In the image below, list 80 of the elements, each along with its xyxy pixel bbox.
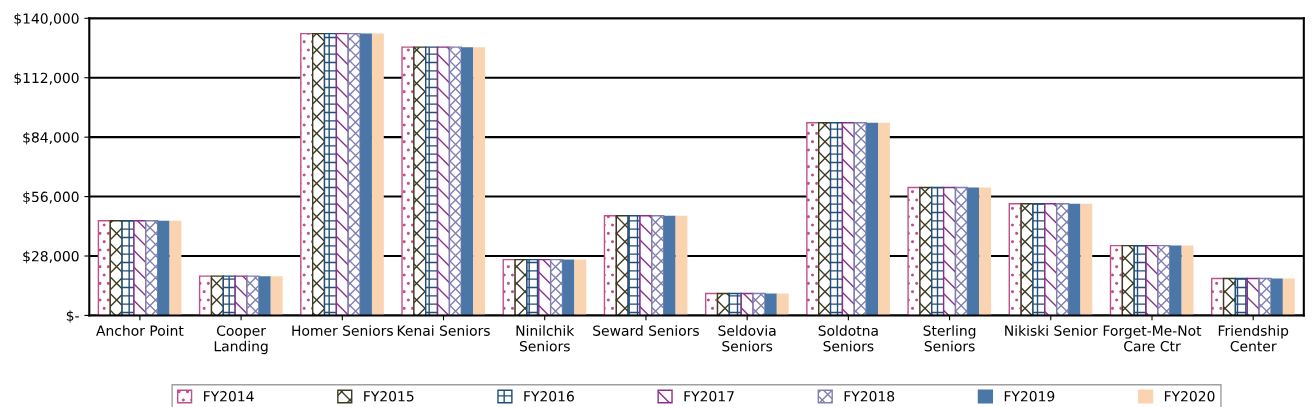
bar xyxy=(967,187,980,316)
legend-label: FY2015 xyxy=(364,390,414,402)
x-tick-label: Cooper Landing xyxy=(214,325,268,355)
bar xyxy=(954,186,969,316)
y-tick-label: $28,000 xyxy=(23,250,79,264)
legend-label: FY2017 xyxy=(684,390,734,402)
x-tick-label: Forget-Me-Not Care Ctr xyxy=(1103,325,1202,352)
y-tick-label: $84,000 xyxy=(23,131,79,145)
bar xyxy=(942,186,957,316)
bar xyxy=(866,122,878,316)
bar xyxy=(169,220,182,316)
bar xyxy=(347,32,361,316)
bar xyxy=(1282,278,1295,316)
bar xyxy=(1080,203,1093,316)
bar xyxy=(270,276,283,316)
x-tick-label: Seldovia Seniors xyxy=(718,325,776,352)
bar xyxy=(663,215,676,316)
bar xyxy=(461,47,474,316)
bar xyxy=(1056,203,1070,316)
x-tick-label: Homer Seniors xyxy=(292,325,393,336)
bar xyxy=(562,259,575,316)
bar xyxy=(979,187,992,316)
bar xyxy=(841,122,855,316)
bar xyxy=(931,186,945,316)
bar xyxy=(907,186,921,316)
bar xyxy=(829,122,844,316)
bar xyxy=(145,220,159,316)
bar xyxy=(1020,203,1034,316)
bar xyxy=(436,46,451,316)
bar xyxy=(473,47,486,316)
bar xyxy=(574,259,587,316)
bar xyxy=(258,276,271,316)
legend-label: FY2018 xyxy=(844,390,895,402)
bar xyxy=(818,122,832,316)
bar xyxy=(776,293,789,316)
x-tick-label: Kenai Seniors xyxy=(397,325,490,336)
bar xyxy=(1032,203,1046,316)
x-tick-label: Ninilchik Seniors xyxy=(516,325,575,352)
legend-label: FY2020 xyxy=(1164,390,1215,402)
bar xyxy=(157,220,170,316)
bar xyxy=(1169,245,1182,316)
x-tick-label: Soldotna Seniors xyxy=(818,325,878,352)
bar xyxy=(371,33,384,316)
bar xyxy=(401,46,415,316)
x-tick-label: Sterling Seniors xyxy=(923,325,976,352)
y-tick-label: $56,000 xyxy=(23,191,79,204)
bar xyxy=(323,32,338,316)
legend-label: FY2016 xyxy=(524,390,574,402)
y-tick-label: $- xyxy=(66,310,79,323)
bar xyxy=(1044,203,1058,316)
y-tick-label: $140,000 xyxy=(14,13,79,26)
bar xyxy=(651,214,665,316)
bar xyxy=(919,186,933,316)
x-tick-label: Nikiski Senior xyxy=(1005,325,1098,336)
bar xyxy=(878,122,890,316)
bar xyxy=(675,215,688,316)
bar xyxy=(1181,245,1194,316)
bar xyxy=(1258,277,1272,316)
bar xyxy=(1157,244,1171,316)
bar xyxy=(853,122,867,316)
bar xyxy=(448,46,462,316)
bar xyxy=(425,46,439,316)
bar xyxy=(246,275,260,316)
bar xyxy=(806,122,820,316)
bar xyxy=(300,32,314,316)
bar xyxy=(360,33,372,316)
bar xyxy=(752,292,766,316)
bar xyxy=(1068,203,1081,316)
legend-label: FY2014 xyxy=(204,390,254,402)
bar xyxy=(413,46,427,316)
bar xyxy=(764,293,777,316)
bar xyxy=(549,258,564,316)
x-tick-label: Anchor Point xyxy=(96,325,184,336)
bar xyxy=(311,32,326,316)
x-tick-label: Seward Seniors xyxy=(593,325,699,336)
x-tick-label: Friendship Center xyxy=(1218,325,1289,352)
legend-label: FY2019 xyxy=(1004,390,1055,402)
y-tick-label: $112,000 xyxy=(14,72,79,86)
bar xyxy=(335,32,349,316)
bar xyxy=(1270,278,1283,316)
